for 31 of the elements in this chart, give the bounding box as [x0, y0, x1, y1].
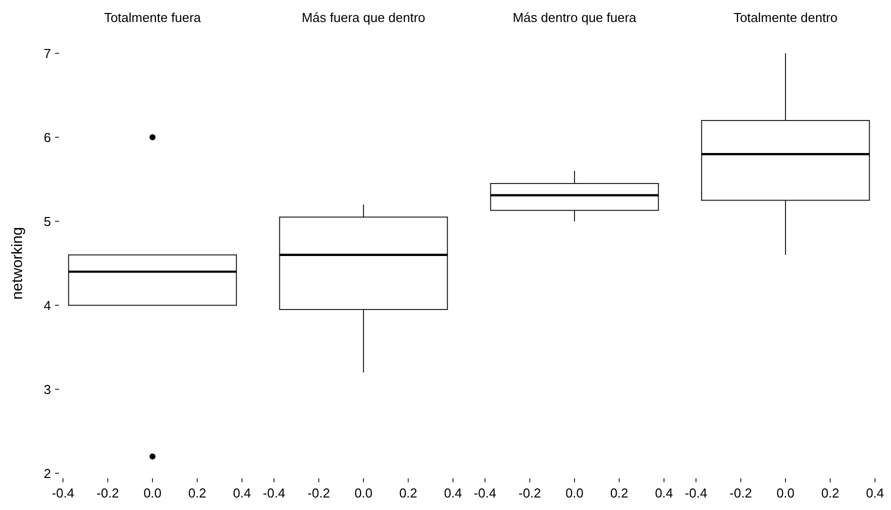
- text: -0.4: [52, 485, 74, 500]
- text: -0.2: [518, 485, 541, 500]
- text: -0.4: [684, 485, 708, 500]
- text: 0.0: [565, 485, 584, 500]
- text: 0.4: [444, 485, 462, 500]
- text: 0.2: [610, 485, 628, 500]
- text: 0.4: [232, 485, 252, 500]
- y-tick-label: 5: [44, 214, 51, 229]
- x-tick-label: Totalmente fuera: [104, 10, 202, 25]
- y-tick-label: 3: [44, 382, 51, 397]
- y-tick-label: 2: [44, 466, 51, 481]
- y-tick-label: 4: [44, 298, 51, 313]
- text: 0.2: [821, 485, 840, 500]
- text: -0.4: [474, 485, 496, 500]
- text: 0.0: [776, 485, 795, 500]
- text: 0.4: [866, 485, 884, 500]
- text: -0.2: [96, 485, 119, 500]
- text: -0.2: [730, 485, 752, 500]
- x-tick-label: Más dentro que fuera: [512, 10, 638, 25]
- text: 0.2: [188, 485, 206, 500]
- x-tick-label: Más fuera que dentro: [302, 10, 426, 25]
- x-tick-label: Totalmente dentro: [733, 10, 838, 25]
- y-axis-title: networking: [9, 227, 26, 300]
- y-tick-label: 7: [44, 46, 51, 61]
- text: 0.0: [143, 485, 162, 500]
- text: 0.4: [654, 485, 674, 500]
- text: -0.2: [308, 485, 330, 500]
- text: -0.4: [262, 485, 286, 500]
- y-tick-label: 6: [44, 130, 51, 145]
- text: 0.0: [354, 485, 373, 500]
- text: 0.2: [399, 485, 418, 500]
